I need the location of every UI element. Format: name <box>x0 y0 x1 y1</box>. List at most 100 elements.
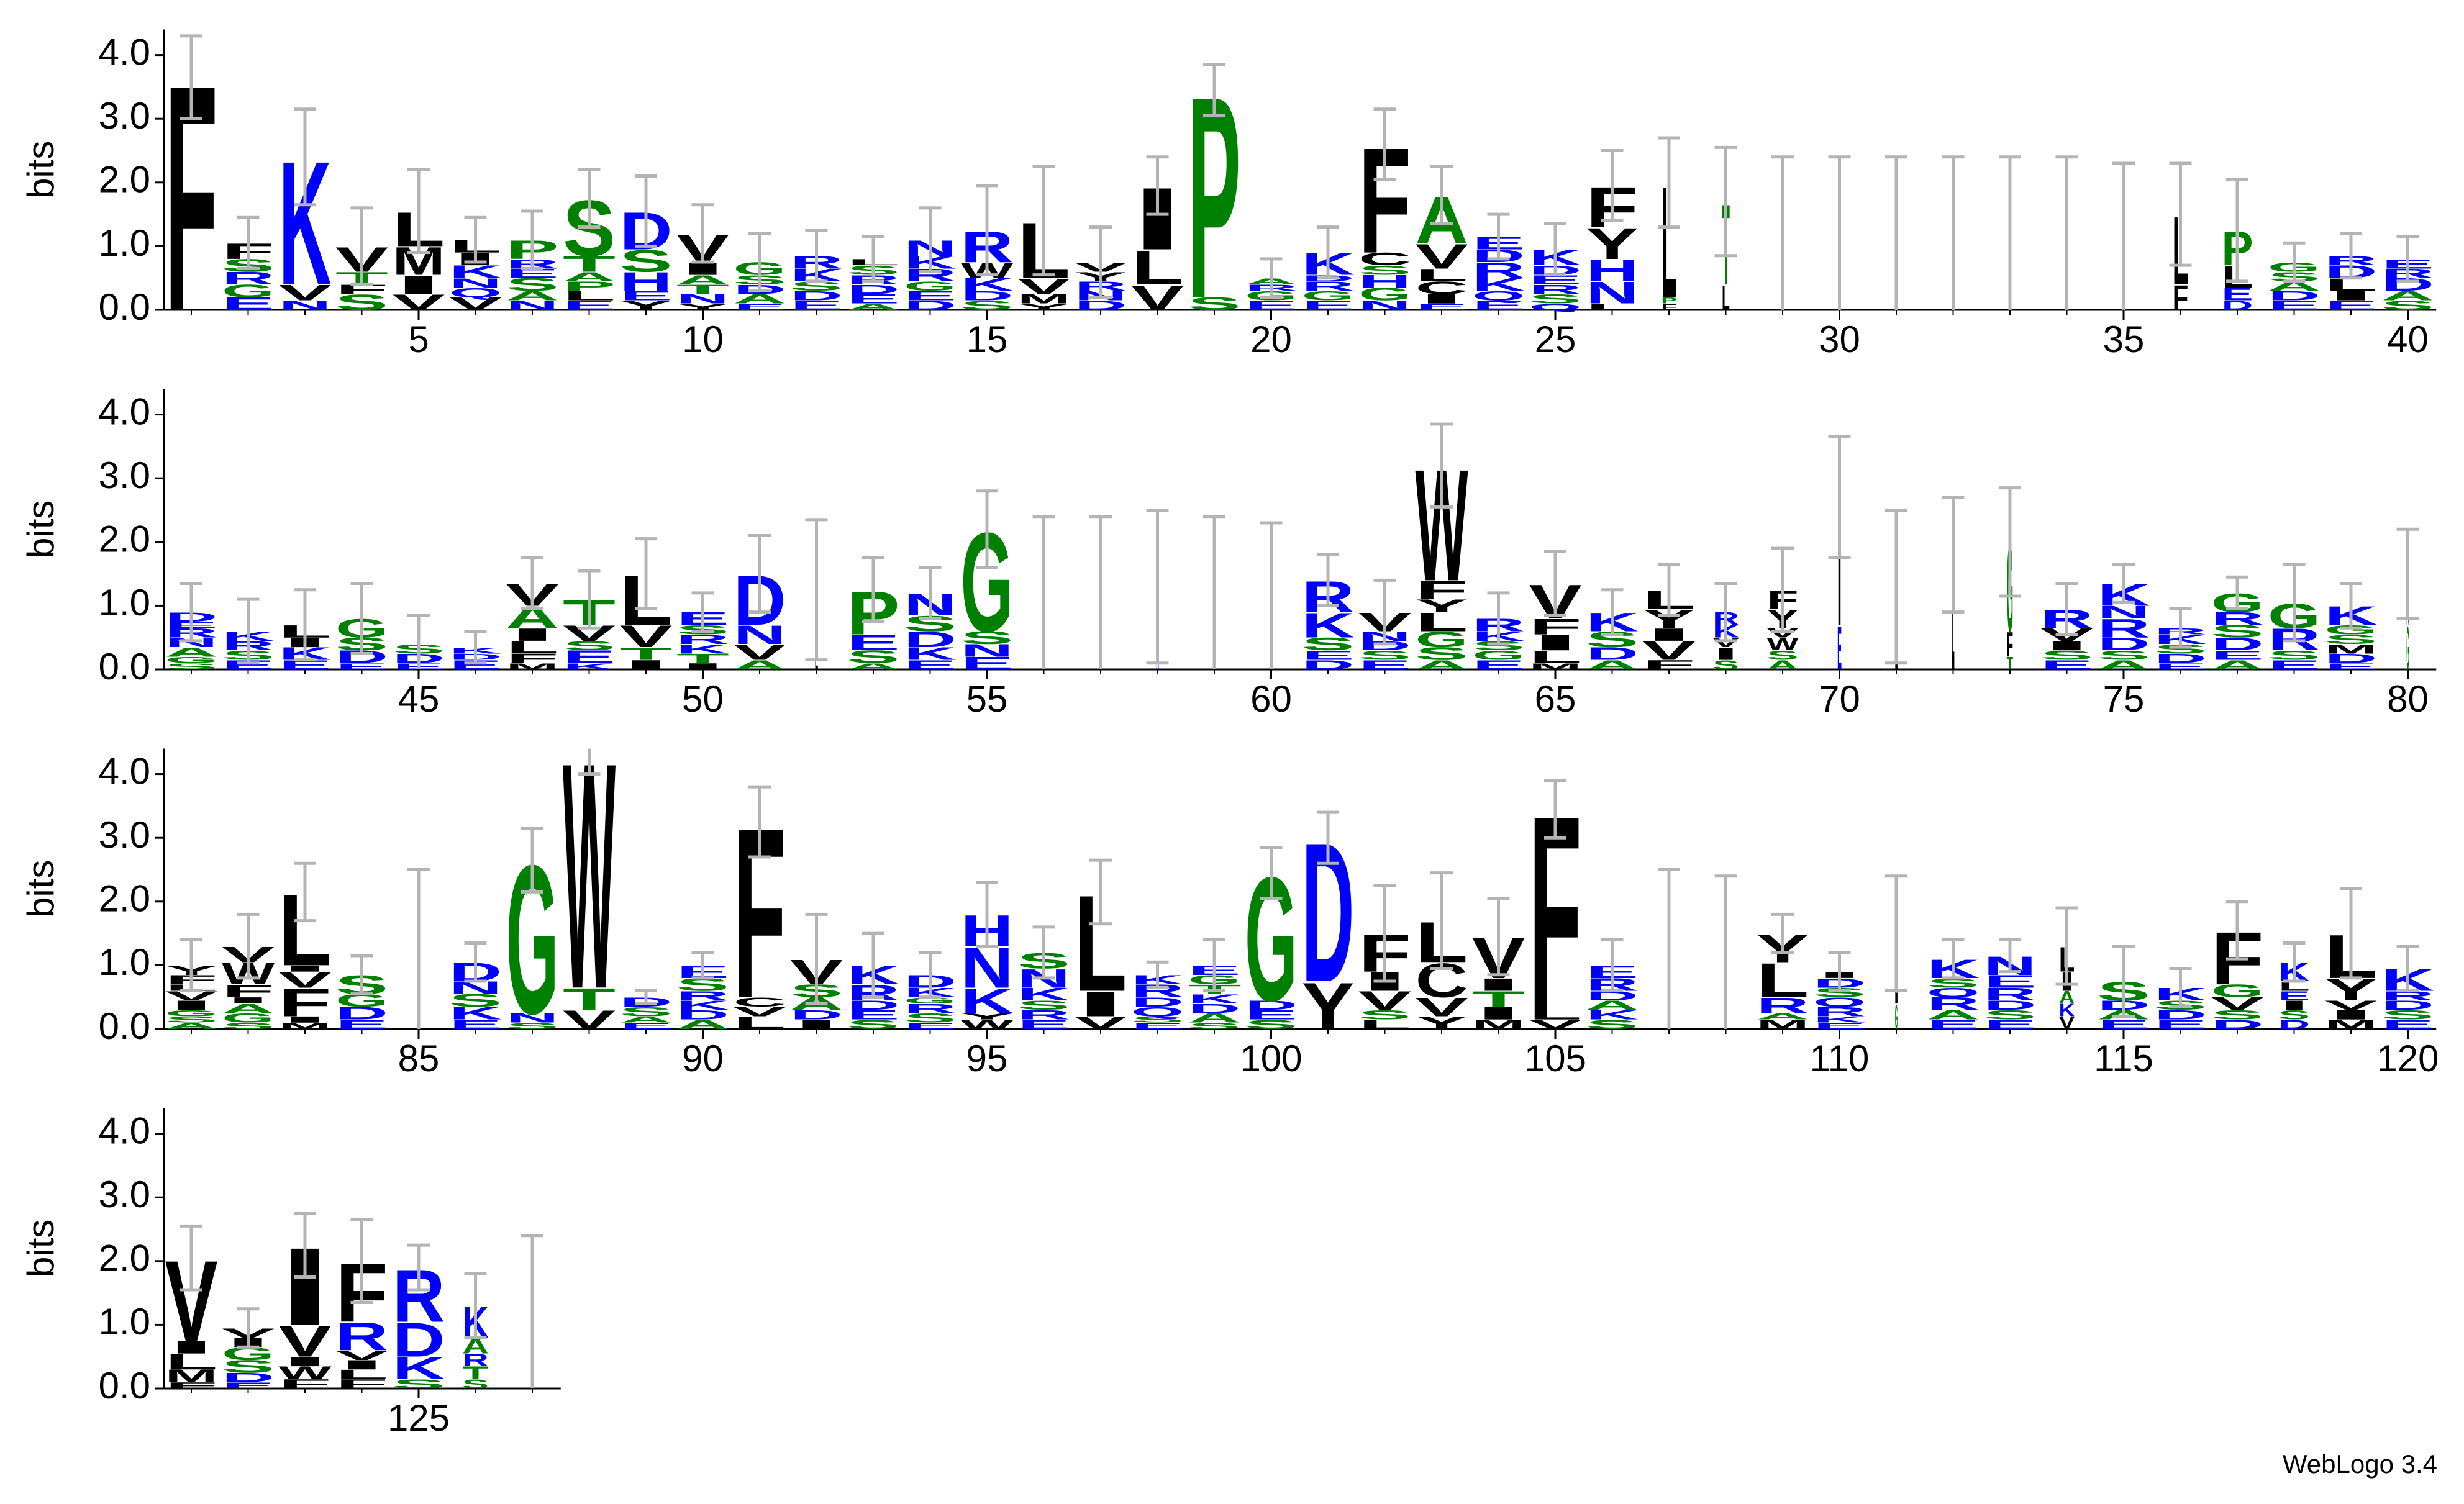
logo-letter: M <box>1472 1017 1525 1032</box>
logo-letter: G <box>1358 284 1411 304</box>
logo-letter: S <box>506 274 558 294</box>
logo-letter: D <box>2221 298 2253 313</box>
logo-letter: R <box>1756 993 1809 1018</box>
logo-letter: R <box>2097 614 2150 643</box>
y-tick-label: 4.0 <box>99 1110 150 1151</box>
logo-letter: K <box>1586 1008 1639 1023</box>
y-tick-label: 3.0 <box>99 455 150 496</box>
logo-letter: I <box>619 658 672 673</box>
y-tick-label: 1.0 <box>99 1301 150 1343</box>
logo-letter: E <box>847 292 899 307</box>
logo-letter: S <box>1188 1021 1240 1031</box>
logo-letter: L <box>1722 278 1730 318</box>
logo-letter: F <box>1661 302 1677 312</box>
logo-letter: S <box>1188 294 1240 314</box>
y-axis-label: bits <box>20 501 61 558</box>
logo-letter: F <box>335 282 388 297</box>
logo-letter: S <box>1131 1015 1184 1025</box>
logo-letter: T <box>1472 987 1525 1012</box>
logo-letter: D <box>1301 658 1354 673</box>
logo-letter: V <box>2324 998 2377 1013</box>
logo-letter: A <box>847 302 899 312</box>
logo-letter: V <box>1358 986 1411 1016</box>
logo-letter: A <box>165 1021 217 1031</box>
logo-letter: L <box>1131 241 1184 295</box>
logo-letter: V <box>1074 1013 1127 1033</box>
logo-letter: R <box>2211 609 2263 628</box>
logo-letter: R <box>462 1350 489 1370</box>
y-axis-label: bits <box>20 1220 61 1277</box>
x-tick-label: 70 <box>1819 678 1860 720</box>
logo-letter: A <box>676 273 729 288</box>
logo-letter: F <box>2007 625 2013 664</box>
logo-letter: V <box>165 989 217 1003</box>
logo-letter: F <box>1529 614 1581 639</box>
logo-letter: R <box>676 632 729 647</box>
logo-letter: V <box>1712 635 1739 650</box>
y-tick-label: 2.0 <box>99 1238 150 1279</box>
logo-letter: S <box>1813 985 1866 1000</box>
logo-letter: K <box>1301 606 1354 646</box>
logo-letter: S <box>619 1005 672 1020</box>
logo-letter: L <box>1358 1017 1411 1032</box>
logo-letter: F <box>1415 576 1468 605</box>
logo-letter: Y <box>1586 219 1639 269</box>
logo-letter: I <box>676 661 729 671</box>
logo-letter: G <box>2406 614 2409 683</box>
logo-letter: A <box>563 270 616 284</box>
logo-letter: M <box>1017 292 1070 307</box>
y-tick-label: 1.0 <box>99 582 150 623</box>
logo-letter: M <box>1756 1017 1809 1032</box>
logo-letter: D <box>2154 651 2207 666</box>
logo-letter: Y <box>1301 969 1354 1043</box>
logo-letter: I <box>1837 466 1842 663</box>
logo-letter: K <box>563 661 616 671</box>
logo-letter: S <box>847 1017 899 1032</box>
logo-letter: E <box>1301 648 1354 663</box>
logo-letter: L <box>1529 1003 1581 1023</box>
logo-letter: E <box>449 1017 502 1032</box>
logo-letter: L <box>1952 526 1954 704</box>
x-tick-label: 50 <box>682 678 724 720</box>
logo-letter: E <box>1415 302 1468 312</box>
logo-letter: S <box>2324 632 2377 647</box>
logo-letter: V <box>563 1005 616 1035</box>
logo-letter: V <box>1415 237 1468 276</box>
logo-letter: S <box>1766 648 1798 663</box>
y-tick-label: 2.0 <box>99 159 150 201</box>
x-tick-label: 30 <box>1819 319 1860 360</box>
logo-letter: A <box>733 292 786 307</box>
logo-letter: A <box>2211 658 2263 673</box>
y-tick-label: 1.0 <box>99 941 150 983</box>
logo-letter: N <box>506 298 558 313</box>
logo-letter: S <box>790 279 843 294</box>
y-axis-label: bits <box>20 141 61 199</box>
logo-letter: A <box>1766 658 1798 673</box>
logo-letter: V <box>449 294 502 314</box>
logo-letter: G <box>904 279 957 294</box>
y-tick-label: 0.0 <box>99 1005 150 1047</box>
logo-letter: V <box>278 967 331 992</box>
logo-letter: E <box>563 647 616 667</box>
y-tick-label: 0.0 <box>99 646 150 687</box>
logo-letter: G <box>1895 997 1898 1037</box>
logo-letter: E <box>222 1380 275 1390</box>
logo-letter: N <box>676 292 729 307</box>
logo-letter: Q <box>449 286 502 301</box>
logo-letter: N <box>506 1011 558 1026</box>
logo-letter: E <box>619 1021 672 1031</box>
logo-letter: I <box>1712 644 1739 664</box>
logo-letter: I <box>1642 625 1695 645</box>
logo-letter: E <box>1245 1008 1298 1023</box>
logo-letter: E <box>1837 614 1842 683</box>
y-tick-label: 4.0 <box>99 750 150 792</box>
footer: WebLogo 3.4 <box>2283 1449 2437 1479</box>
logo-letter: L <box>335 1367 388 1382</box>
logo-letter: Y <box>1415 596 1468 616</box>
logo-letter: E <box>2278 989 2310 1003</box>
logo-letter: L <box>506 637 558 657</box>
logo-letter: I <box>2324 289 2377 304</box>
logo-letter: E <box>2211 648 2263 663</box>
logo-letter: D <box>1586 644 1639 664</box>
logo-letter: E <box>904 1021 957 1031</box>
